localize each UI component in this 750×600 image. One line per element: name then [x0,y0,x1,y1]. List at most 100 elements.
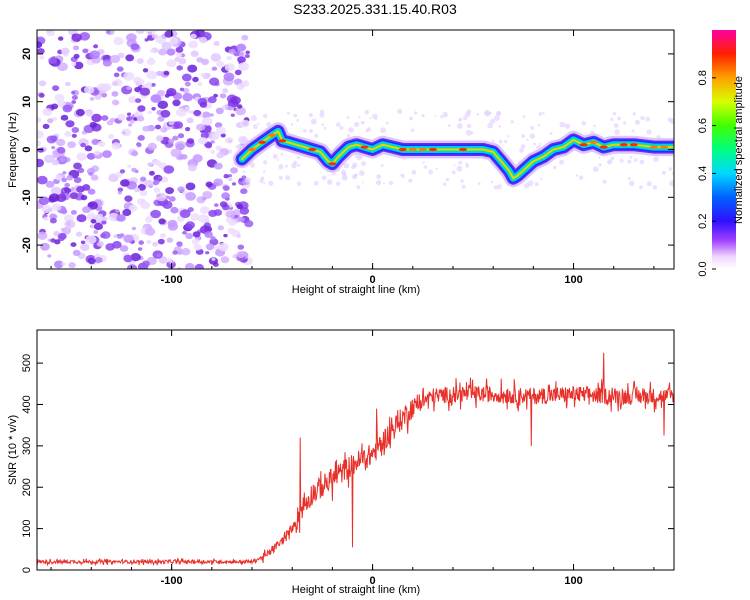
faint-blob [671,172,674,175]
faint-blob [411,169,417,175]
faint-blob [354,121,360,127]
noise-blob [70,242,77,248]
faint-blob [263,114,268,119]
noise-blob [165,187,175,195]
faint-blob [652,185,658,190]
noise-blob [202,197,207,201]
faint-blob [453,164,456,167]
noise-blob [52,150,58,155]
noise-blob [94,257,103,264]
noise-blob [201,116,213,126]
noise-blob [191,238,200,245]
faint-blob [376,180,382,186]
noise-blob [71,133,77,138]
noise-blob [37,130,44,139]
faint-blob [385,121,389,125]
noise-blob [239,207,250,215]
faint-blob [242,170,246,173]
noise-blob [166,237,174,243]
faint-blob [645,116,651,122]
noise-blob [181,248,191,256]
noise-blob [159,233,167,238]
faint-blob [323,126,327,130]
noise-blob [210,140,215,144]
noise-blob [141,260,150,268]
chart-title: S233.2025.331.15.40.R03 [293,1,457,17]
noise-blob [216,60,225,68]
noise-blob [162,200,173,209]
noise-blob [234,214,239,219]
noise-blob [194,263,204,269]
faint-blob [380,127,386,134]
noise-blob [172,99,181,107]
faint-blob [627,159,632,164]
noise-blob [48,193,60,202]
noise-blob [170,148,182,158]
noise-blob [173,121,184,129]
noise-blob [75,231,83,237]
noise-blob [193,109,202,117]
noise-blob [168,120,175,126]
faint-blob [388,180,394,186]
faint-blob [607,159,613,165]
noise-blob [136,143,142,148]
noise-blob [37,147,44,153]
colorbar-tick-label: 0.0 [697,261,709,276]
noise-blob [142,68,149,73]
noise-blob [199,101,208,108]
noise-blob [148,170,155,176]
faint-blob [629,156,633,159]
spectrogram-xlabel: Height of straight line (km) [292,284,420,296]
noise-blob [228,48,236,55]
faint-blob [410,128,415,133]
faint-blob [257,122,260,125]
snr-xlabel: Height of straight line (km) [292,584,420,596]
y-tick-label: 300 [21,437,33,455]
noise-blob [38,196,50,205]
noise-blob [55,174,63,181]
noise-blob [137,135,145,141]
noise-blob [210,53,222,62]
noise-blob [200,206,210,214]
noise-blob [168,138,175,144]
noise-blob [61,47,70,55]
y-tick-label: -20 [21,237,33,253]
faint-blob [575,174,579,177]
noise-blob [50,238,56,243]
faint-blob [319,112,325,118]
ridge-peak [360,145,369,149]
noise-blob [54,260,64,269]
noise-blob [37,117,42,123]
noise-blob [97,140,106,147]
noise-blob [47,118,54,124]
noise-blob [38,80,47,87]
noise-blob [71,33,82,42]
noise-blob [113,37,124,46]
noise-blob [185,233,193,240]
noise-blob [221,192,231,200]
noise-blob [142,125,150,132]
faint-blob [578,175,584,180]
snr-frame [36,329,675,571]
faint-blob [540,177,543,180]
faint-blob [519,148,524,153]
faint-blob [598,156,601,159]
faint-blob [244,177,251,184]
noise-blob [176,52,183,58]
faint-blob [276,158,279,161]
faint-blob [564,123,571,129]
noise-blob [47,254,52,258]
noise-blob [227,106,234,111]
ridge-peak [629,143,638,147]
noise-blob [85,110,94,117]
ridge-peak [268,133,277,137]
noise-blob [185,192,197,201]
faint-blob [286,111,290,115]
noise-blob [140,176,147,182]
noise-blob [157,238,165,245]
faint-blob [266,122,272,127]
noise-blob [177,133,185,139]
faint-blob [326,179,333,185]
noise-blob [161,41,172,51]
noise-blob [176,65,183,71]
